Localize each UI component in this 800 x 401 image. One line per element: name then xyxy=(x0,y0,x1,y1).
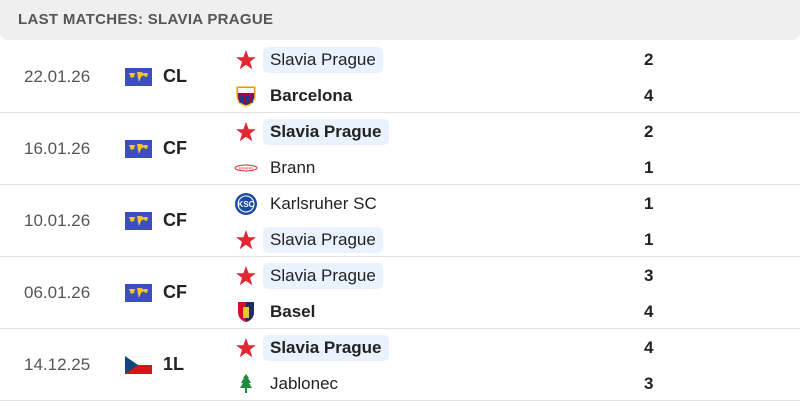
world-flag-icon xyxy=(125,212,152,230)
team-name[interactable]: Slavia Prague xyxy=(263,119,389,145)
team-name[interactable]: Jablonec xyxy=(270,374,339,393)
team-score: 4 xyxy=(644,338,654,357)
match-date: 14.12.25 xyxy=(24,355,91,374)
match-date: 16.01.26 xyxy=(24,139,91,158)
team-score: 4 xyxy=(644,86,654,105)
team-home: Slavia Prague 2 xyxy=(232,45,752,75)
header-title: LAST MATCHES: SLAVIA PRAGUE xyxy=(18,11,274,28)
czech-flag-icon xyxy=(124,355,153,374)
match-date: 06.01.26 xyxy=(24,283,91,302)
barcelona-crest-icon xyxy=(234,84,258,108)
competition-code: CL xyxy=(163,66,187,86)
team-home: KSC Karlsruher SC 1 xyxy=(232,189,752,219)
team-name[interactable]: Slavia Prague xyxy=(263,227,383,253)
section-header: LAST MATCHES: SLAVIA PRAGUE xyxy=(0,0,800,40)
team-score: 1 xyxy=(644,158,654,177)
team-score: 2 xyxy=(644,122,654,141)
slavia-star-icon xyxy=(234,48,258,72)
competition-code: CF xyxy=(163,210,187,230)
team-away: Jablonec 3 xyxy=(232,369,752,399)
team-home: Slavia Prague 2 xyxy=(232,117,752,147)
team-away: Barcelona 4 xyxy=(232,81,752,111)
svg-text:KSC: KSC xyxy=(238,200,255,209)
match-date: 22.01.26 xyxy=(24,67,91,86)
team-score: 3 xyxy=(644,374,654,393)
team-home: Slavia Prague 4 xyxy=(232,333,752,363)
team-score: 4 xyxy=(644,302,654,321)
competition-code: CF xyxy=(163,138,187,158)
team-name[interactable]: Slavia Prague xyxy=(263,263,383,289)
slavia-star-icon xyxy=(234,264,258,288)
team-name[interactable]: Slavia Prague xyxy=(263,47,383,73)
match-row[interactable]: 06.01.26 CF Slavia Prague 3 Basel 4 xyxy=(0,257,800,329)
world-flag-icon xyxy=(125,140,152,158)
ksc-crest-icon: KSC xyxy=(234,192,258,216)
slavia-star-icon xyxy=(234,336,258,360)
team-away: Basel 4 xyxy=(232,297,752,327)
team-name[interactable]: Slavia Prague xyxy=(263,335,389,361)
team-name[interactable]: Brann xyxy=(270,158,316,177)
competition-code: CF xyxy=(163,282,187,302)
team-name[interactable]: Basel xyxy=(270,302,316,321)
team-home: Slavia Prague 3 xyxy=(232,261,752,291)
match-row[interactable]: 22.01.26 CL Slavia Prague 2 Barcelona 4 xyxy=(0,41,800,113)
match-row[interactable]: 14.12.25 1L Slavia Prague 4 Jablonec 3 xyxy=(0,329,800,401)
match-row[interactable]: 16.01.26 CF Slavia Prague 2 BRANN Brann … xyxy=(0,113,800,185)
brann-crest-icon: BRANN xyxy=(234,156,258,180)
team-score: 3 xyxy=(644,266,654,285)
slavia-star-icon xyxy=(234,120,258,144)
slavia-star-icon xyxy=(234,228,258,252)
jablonec-crest-icon xyxy=(234,372,258,396)
team-away: Slavia Prague 1 xyxy=(232,225,752,255)
competition-code: 1L xyxy=(163,354,185,374)
team-name[interactable]: Barcelona xyxy=(270,86,353,105)
team-score: 1 xyxy=(644,194,654,213)
match-date: 10.01.26 xyxy=(24,211,91,230)
team-away: BRANN Brann 1 xyxy=(232,153,752,183)
team-score: 2 xyxy=(644,50,654,69)
svg-text:BRANN: BRANN xyxy=(239,166,253,171)
team-name[interactable]: Karlsruher SC xyxy=(270,194,377,213)
team-score: 1 xyxy=(644,230,654,249)
match-row[interactable]: 10.01.26 CF KSC Karlsruher SC 1 Slavia P… xyxy=(0,185,800,257)
world-flag-icon xyxy=(125,68,152,86)
world-flag-icon xyxy=(125,284,152,302)
basel-crest-icon xyxy=(234,300,258,324)
